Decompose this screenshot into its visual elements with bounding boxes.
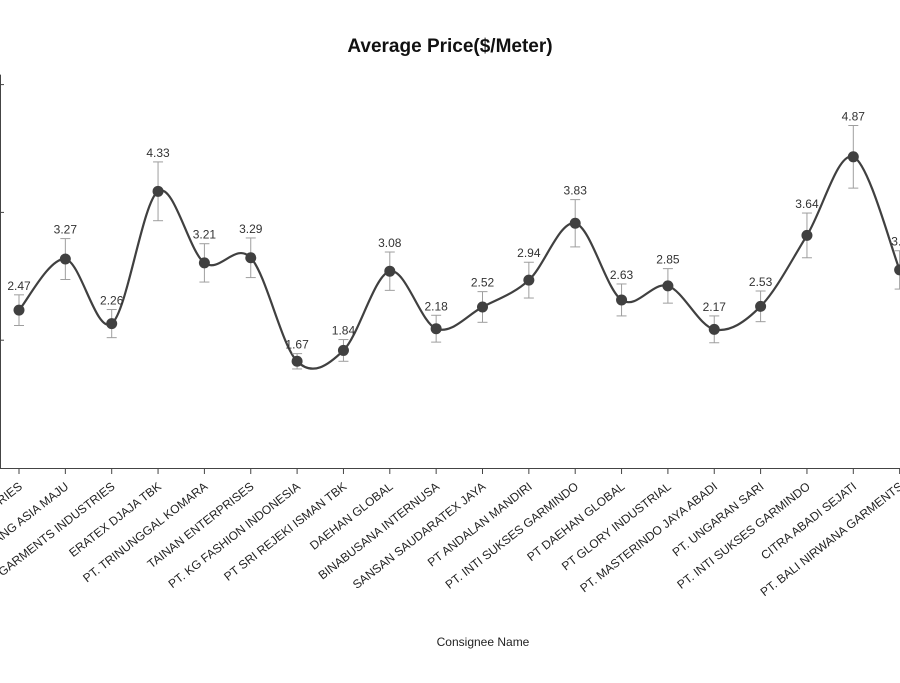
data-label: 3.1 — [891, 235, 900, 249]
data-point[interactable] — [708, 323, 720, 335]
data-label: 1.84 — [332, 324, 356, 338]
data-label: 2.52 — [471, 276, 495, 290]
markers — [13, 151, 900, 367]
data-point[interactable] — [847, 151, 859, 163]
data-label: 4.87 — [842, 109, 866, 123]
data-label: 1.67 — [285, 338, 309, 352]
y-axis — [0, 74, 4, 468]
data-label: 2.26 — [100, 294, 124, 308]
data-point[interactable] — [662, 280, 674, 292]
data-point[interactable] — [106, 318, 118, 330]
data-label: 3.27 — [54, 223, 78, 237]
data-point[interactable] — [59, 253, 71, 265]
data-point[interactable] — [245, 252, 257, 264]
data-point[interactable] — [477, 301, 488, 313]
data-label: 3.08 — [378, 236, 402, 250]
data-label: 2.53 — [749, 275, 773, 289]
data-point[interactable] — [801, 229, 813, 241]
data-point[interactable] — [616, 294, 628, 306]
x-tick-labels: ...TRIES...DANG ASIA MAJU...SAI GARMENTS… — [0, 479, 900, 599]
data-point[interactable] — [523, 274, 535, 286]
data-label: 3.21 — [193, 228, 217, 242]
data-point[interactable] — [384, 265, 396, 277]
x-axis-label: Consignee Name — [437, 635, 530, 649]
data-point[interactable] — [291, 355, 303, 367]
data-label: 3.64 — [795, 197, 819, 211]
data-point[interactable] — [569, 217, 581, 229]
chart-title: Average Price($/Meter) — [347, 36, 552, 57]
data-label: 3.83 — [564, 184, 588, 198]
data-point[interactable] — [337, 344, 349, 356]
data-point[interactable] — [894, 264, 900, 276]
data-label: 2.47 — [7, 279, 31, 293]
data-labels: 2.47 3.27 2.26 4.33 3.21 3.29 1.67 1.84 3.08 2.18… — [7, 109, 900, 351]
data-label: 2.18 — [424, 299, 448, 313]
data-label: 2.94 — [517, 246, 541, 260]
data-label: 2.63 — [610, 268, 634, 282]
data-point[interactable] — [152, 185, 164, 197]
data-point[interactable] — [13, 304, 25, 316]
x-axis — [0, 468, 900, 474]
data-label: 2.17 — [703, 300, 727, 314]
error-bars — [14, 124, 900, 370]
data-label: 4.33 — [146, 146, 170, 160]
data-point[interactable] — [755, 300, 767, 312]
data-point[interactable] — [430, 323, 442, 335]
data-label: 3.29 — [239, 222, 263, 236]
data-point[interactable] — [198, 257, 210, 269]
data-label: 2.85 — [656, 253, 680, 267]
series-line — [18, 155, 900, 370]
x-tick-label: DAEHAN GLOBAL — [307, 479, 396, 553]
